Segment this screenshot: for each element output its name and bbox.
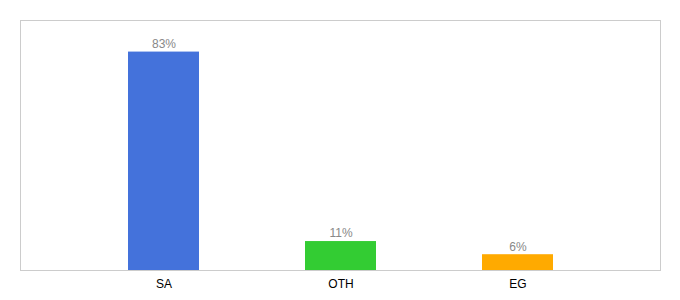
- svg-text:EG: EG: [509, 277, 526, 291]
- svg-text:OTH: OTH: [328, 277, 353, 291]
- svg-text:6%: 6%: [509, 240, 527, 254]
- svg-text:83%: 83%: [152, 37, 176, 51]
- svg-text:11%: 11%: [329, 226, 352, 240]
- svg-text:SA: SA: [156, 277, 172, 291]
